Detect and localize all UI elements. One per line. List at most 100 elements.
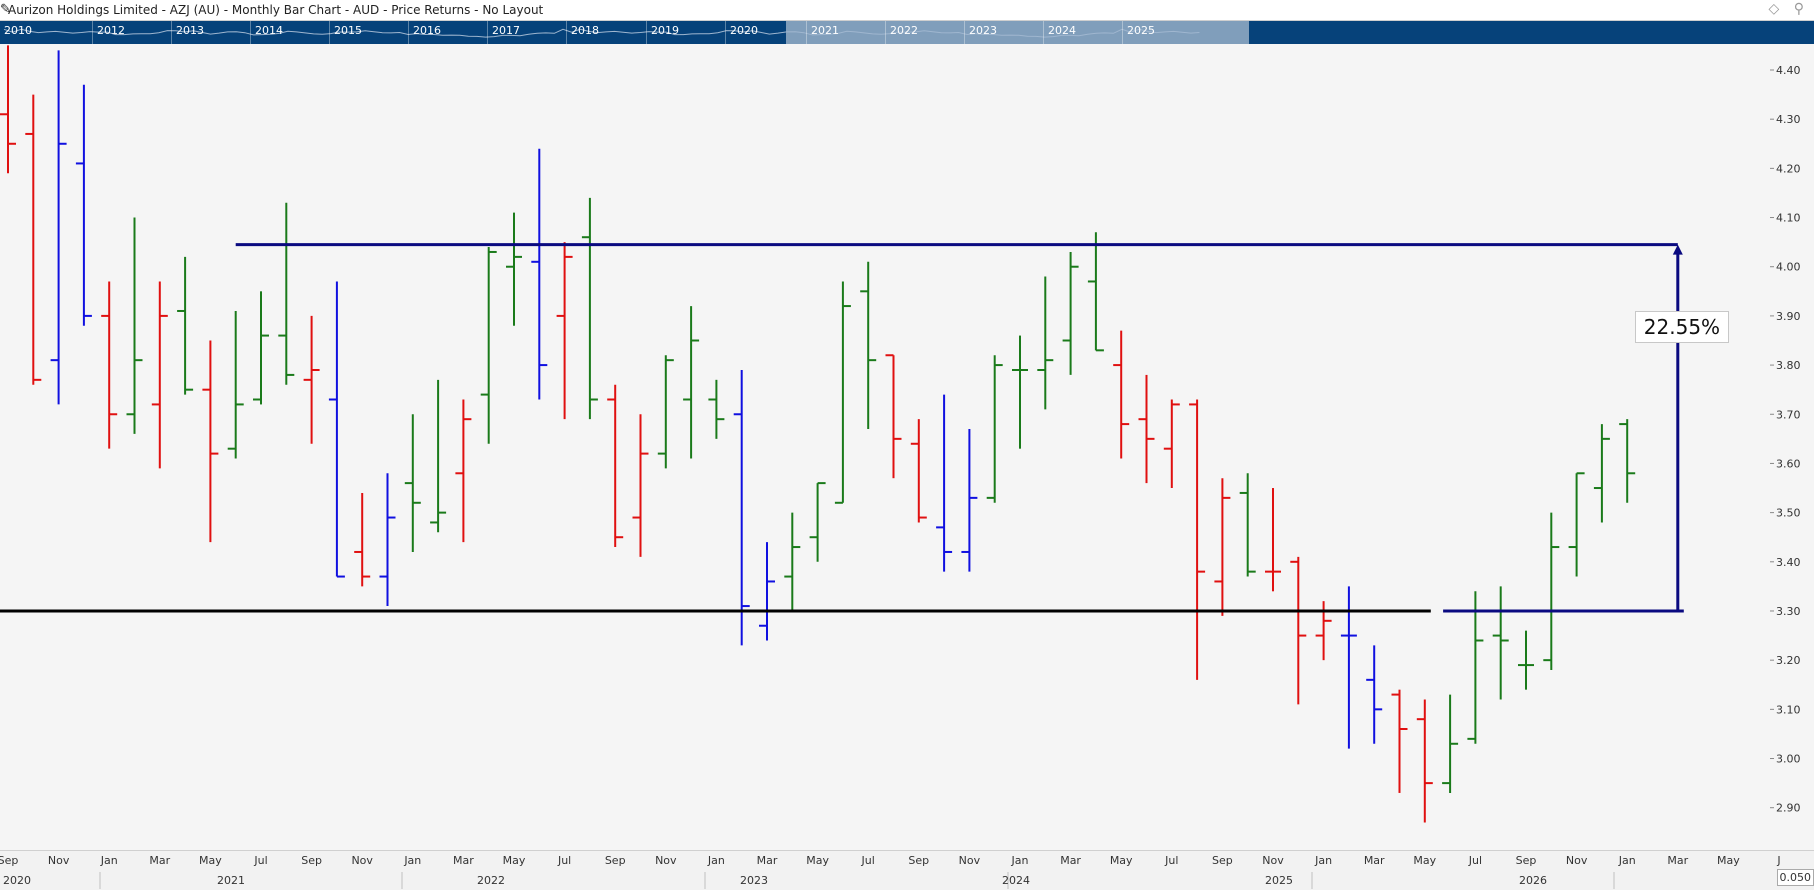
ohlc-bar[interactable] — [380, 473, 396, 606]
ohlc-bar[interactable] — [278, 203, 294, 385]
x-month-label: Sep — [908, 854, 929, 867]
ohlc-bar[interactable] — [683, 306, 699, 458]
ohlc-bar[interactable] — [1037, 277, 1053, 410]
ohlc-bar[interactable] — [987, 355, 1003, 503]
ohlc-bar[interactable] — [582, 198, 598, 419]
ohlc-bar[interactable] — [557, 242, 573, 419]
ohlc-bar[interactable] — [1214, 478, 1230, 616]
ohlc-bar[interactable] — [1113, 331, 1129, 459]
x-month-label: May — [1413, 854, 1436, 867]
ohlc-bar[interactable] — [936, 395, 952, 572]
ohlc-bar[interactable] — [1265, 488, 1281, 591]
ohlc-bar[interactable] — [658, 355, 674, 468]
ohlc-bar[interactable] — [481, 247, 497, 444]
ohlc-bar[interactable] — [304, 316, 320, 444]
x-month-label: Nov — [959, 854, 981, 867]
ohlc-bar[interactable] — [784, 513, 800, 611]
ohlc-bar[interactable] — [1417, 700, 1433, 823]
ohlc-bar[interactable] — [633, 414, 649, 557]
ohlc-bar[interactable] — [810, 483, 826, 562]
ohlc-bar[interactable] — [76, 85, 92, 326]
percent-change-label[interactable]: 22.55% — [1635, 311, 1729, 343]
x-month-label: May — [1717, 854, 1740, 867]
x-month-label: Jan — [1011, 854, 1029, 867]
ohlc-bar[interactable] — [1164, 400, 1180, 489]
ohlc-chart[interactable]: 2.903.003.103.203.303.403.503.603.703.80… — [0, 44, 1814, 889]
x-month-label: May — [503, 854, 526, 867]
x-month-label: Mar — [757, 854, 778, 867]
ohlc-bar[interactable] — [202, 340, 218, 542]
navigator-year-label: 2023 — [969, 24, 997, 37]
ohlc-bar[interactable] — [1088, 232, 1104, 350]
ohlc-bar[interactable] — [430, 380, 446, 532]
ohlc-bar[interactable] — [1467, 591, 1483, 743]
y-tick-label: 3.00 — [1776, 753, 1801, 766]
ohlc-bar[interactable] — [607, 385, 623, 547]
ohlc-bar[interactable] — [1366, 645, 1382, 743]
ohlc-bar[interactable] — [1290, 557, 1306, 705]
navigator-year-label: 2014 — [255, 24, 283, 37]
corner-scale-value: 0.050 — [1777, 869, 1814, 886]
navigator-year-divider — [566, 21, 567, 44]
ohlc-bar[interactable] — [127, 218, 143, 434]
ohlc-bar[interactable] — [0, 45, 16, 173]
x-month-label: May — [1110, 854, 1133, 867]
ohlc-bar[interactable] — [51, 50, 67, 404]
ohlc-bar[interactable] — [1392, 690, 1408, 793]
navigator-year-label: 2015 — [334, 24, 362, 37]
x-month-label: Sep — [1516, 854, 1537, 867]
ohlc-bar[interactable] — [1493, 586, 1509, 699]
ohlc-bar[interactable] — [1139, 375, 1155, 483]
ohlc-bar[interactable] — [531, 149, 547, 400]
ohlc-bar[interactable] — [506, 213, 522, 326]
ohlc-bar[interactable] — [1619, 419, 1635, 503]
ohlc-bar[interactable] — [228, 311, 244, 459]
ohlc-bar[interactable] — [101, 281, 117, 448]
ohlc-bar[interactable] — [1012, 336, 1028, 449]
navigator-year-divider — [250, 21, 251, 44]
ohlc-bar[interactable] — [759, 542, 775, 640]
navigator-year-divider — [646, 21, 647, 44]
ohlc-bar[interactable] — [961, 429, 977, 572]
x-month-label: Mar — [1667, 854, 1688, 867]
x-month-label: Mar — [1060, 854, 1081, 867]
ohlc-bar[interactable] — [1594, 424, 1610, 522]
pin-icon[interactable]: ⚲ — [1794, 1, 1804, 17]
ohlc-bar[interactable] — [405, 414, 421, 552]
x-month-label: Mar — [1364, 854, 1385, 867]
x-month-label: Mar — [453, 854, 474, 867]
ohlc-bar[interactable] — [1518, 631, 1534, 690]
ohlc-bar[interactable] — [1063, 252, 1079, 375]
x-month-label: Nov — [1262, 854, 1284, 867]
ohlc-bar[interactable] — [708, 380, 724, 439]
ohlc-bar[interactable] — [1543, 513, 1559, 670]
ohlc-bar[interactable] — [734, 370, 750, 645]
x-month-label: Jan — [1618, 854, 1636, 867]
ohlc-bar[interactable] — [177, 257, 193, 395]
ohlc-bar[interactable] — [354, 493, 370, 586]
ohlc-bar[interactable] — [25, 95, 41, 385]
navigator-year-divider — [487, 21, 488, 44]
pencil-edit-icon[interactable]: ✎ — [0, 2, 11, 17]
y-tick-label: 3.60 — [1776, 457, 1801, 470]
ohlc-bar[interactable] — [152, 281, 168, 468]
ohlc-bar[interactable] — [1240, 473, 1256, 576]
ohlc-bar[interactable] — [1189, 400, 1205, 680]
ohlc-bar[interactable] — [253, 291, 269, 404]
y-tick-label: 3.10 — [1776, 703, 1801, 716]
navigator-year-divider — [1043, 21, 1044, 44]
x-month-label: May — [806, 854, 829, 867]
diamond-icon[interactable]: ◇ — [1769, 1, 1780, 17]
ohlc-bar[interactable] — [860, 262, 876, 429]
ohlc-bar[interactable] — [1442, 695, 1458, 793]
ohlc-bar[interactable] — [1569, 473, 1585, 576]
x-month-label: Jan — [1314, 854, 1332, 867]
ohlc-bar[interactable] — [835, 281, 851, 502]
ohlc-bar[interactable] — [911, 419, 927, 522]
ohlc-bar[interactable] — [455, 400, 471, 543]
navigator-year-divider — [408, 21, 409, 44]
ohlc-bar[interactable] — [886, 355, 902, 478]
navigator-year-divider — [964, 21, 965, 44]
ohlc-bar[interactable] — [329, 281, 345, 576]
